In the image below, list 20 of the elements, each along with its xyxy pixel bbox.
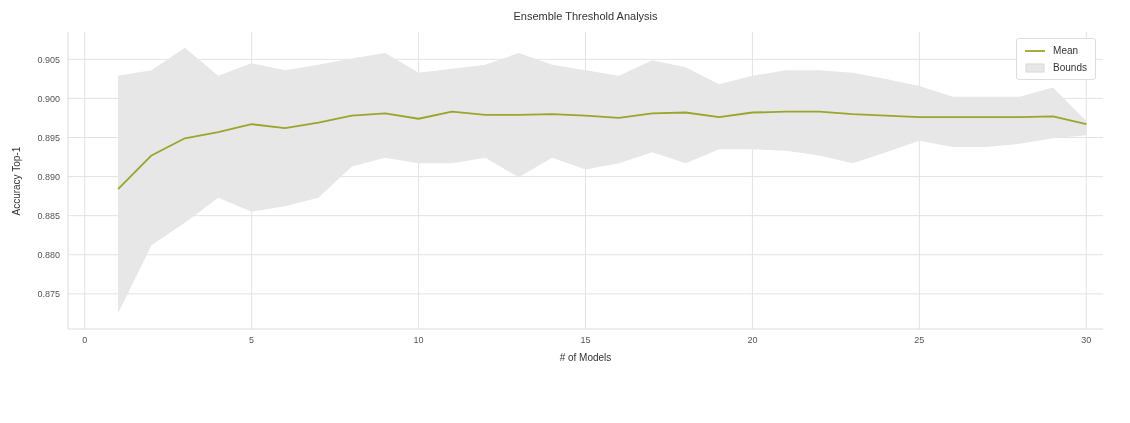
y-tick-label: 0.905 [37, 54, 60, 65]
y-tick-label: 0.880 [37, 249, 60, 260]
x-axis-title: # of Models [559, 352, 612, 363]
x-tick-label: 0 [82, 335, 88, 346]
chart-title: Ensemble Threshold Analysis [512, 10, 659, 22]
x-tick-label: 20 [747, 335, 758, 346]
annotation: Bounds [1053, 61, 1087, 75]
y-tick-label: 0.890 [37, 171, 60, 182]
x-tick-label: 5 [249, 335, 255, 346]
x-tick-label: 30 [1081, 335, 1092, 346]
y-tick-label: 0.900 [37, 93, 60, 104]
y-tick-label: 0.885 [37, 210, 60, 221]
y-axis-title: Accuracy Top-1 [10, 146, 22, 216]
x-tick-label: 15 [580, 335, 591, 346]
y-tick-label: 0.875 [37, 289, 60, 300]
line-series [117, 110, 1088, 190]
x-tick-label: 25 [914, 335, 925, 346]
x-tick-label: 10 [413, 335, 424, 346]
legend-label: Mean [1053, 44, 1079, 58]
y-tick-label: 0.895 [37, 132, 60, 143]
